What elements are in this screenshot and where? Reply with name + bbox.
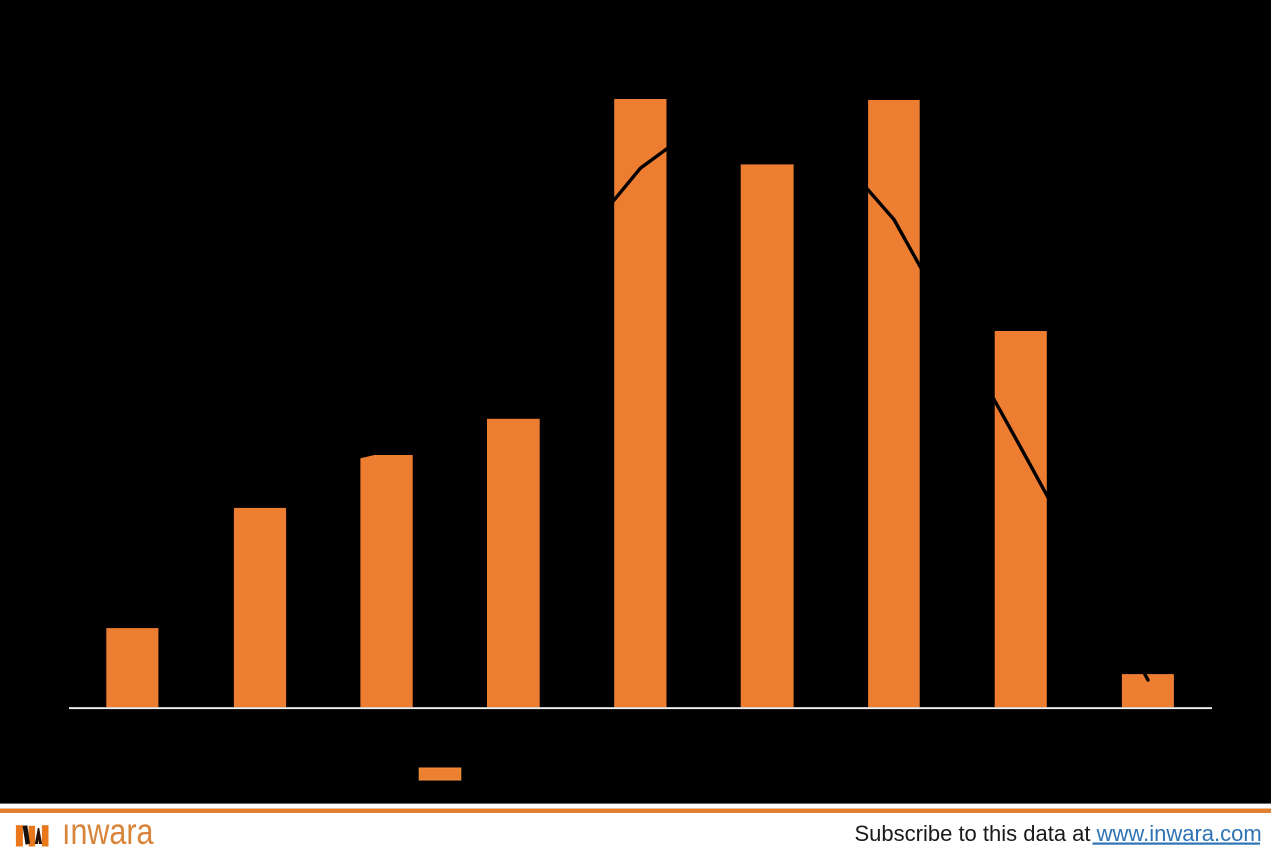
svg-text:Subscribe to this data at www.: Subscribe to this data at www.inwara.com xyxy=(855,821,1262,846)
svg-text:ınwara: ınwara xyxy=(62,810,154,852)
